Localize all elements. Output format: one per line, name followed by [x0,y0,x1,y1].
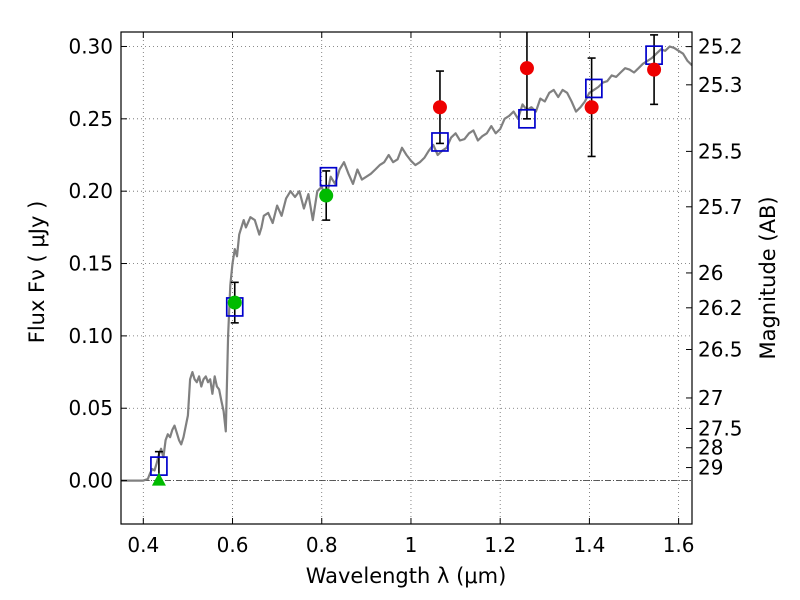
y2-axis-label: Magnitude (AB) [756,196,780,359]
x-tick-label: 1.6 [663,533,695,557]
mag-tick-label: 26.5 [698,337,743,361]
mag-tick-label: 26 [698,261,723,285]
flux-point [432,100,447,115]
flux-point [584,100,599,115]
y-axis-label: Flux Fν ( μJy ) [25,201,49,344]
y-tick-label: 0.05 [68,396,113,420]
flux-point [647,62,662,77]
x-tick-label: 1 [405,533,418,557]
model-photometry-point [585,78,603,99]
x-tick-label: 0.6 [217,533,249,557]
y-tick-label: 0.20 [68,179,113,203]
mag-tick-label: 29 [698,456,723,480]
plot-frame [120,31,693,525]
mag-tick-label: 25.2 [698,35,743,59]
data-layer [121,32,692,486]
flux-point [519,61,534,76]
x-tick-label: 1.4 [573,533,605,557]
x-axis-label: Wavelength λ (μm) [306,564,507,588]
y-tick-label: 0.30 [68,34,113,58]
mag-tick-label: 28 [698,436,723,460]
y-tick-label: 0.10 [68,324,113,348]
model-photometry-point [431,132,449,152]
mag-tick-label: 26.2 [698,296,743,320]
model-photometry-point [518,108,536,129]
y-tick-label: 0.15 [68,252,113,276]
spectrum-line [121,45,692,482]
mag-tick-label: 25.7 [698,195,743,219]
clipped-series [121,32,692,486]
mag-tick-label: 27 [698,386,723,410]
flux-point [319,188,334,203]
x-tick-label: 1.2 [484,533,516,557]
mag-tick-label: 25.3 [698,73,743,97]
mag-tick-label: 25.5 [698,139,743,163]
y-tick-label: 0.25 [68,107,113,131]
flux-point [227,295,242,310]
x-tick-label: 0.4 [127,533,159,557]
y-tick-label: 0.00 [68,469,113,493]
tick-layer: 0.4 0.6 0.8 1 1.2 1.4 1.6 0.00 0.05 0.10 0.15 0.20 0… [68,32,743,557]
model-photometry-point [319,166,338,187]
upper-limit-point [151,472,166,486]
mag-tick-label: 27.5 [698,416,743,440]
x-tick-label: 0.8 [306,533,338,557]
